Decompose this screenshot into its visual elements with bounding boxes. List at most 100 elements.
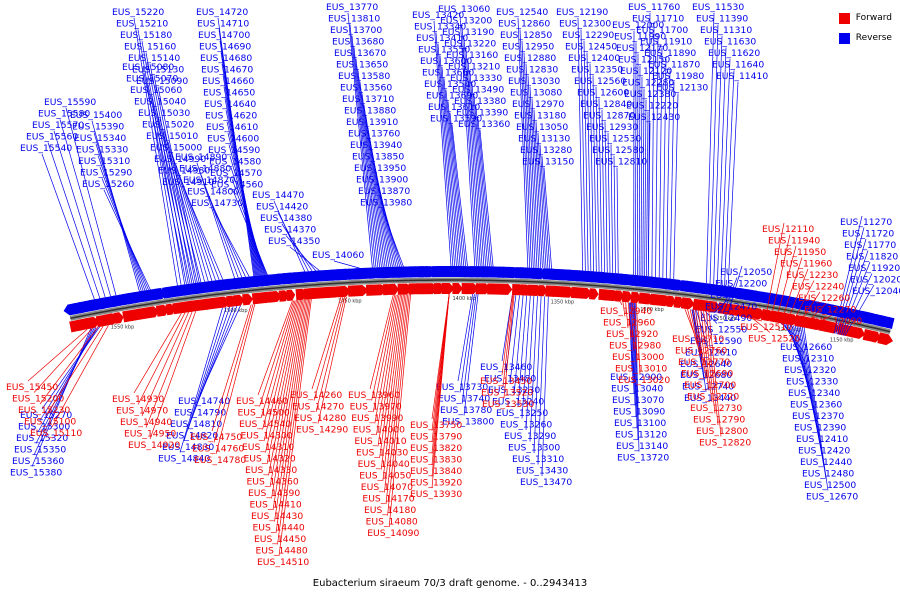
- scale-tick-label: 1200 kbp: [778, 327, 802, 333]
- gene-label: EUS_13090: [613, 407, 665, 418]
- gene-leader-line: [183, 187, 224, 280]
- gene-label: EUS_13930: [410, 489, 462, 500]
- gene-leader-line: [263, 300, 299, 442]
- forward-gene-arrow: [242, 293, 253, 306]
- gene-label: EUS_12410: [796, 434, 848, 445]
- gene-leader-line: [187, 306, 231, 430]
- gene-label: EUS_12540: [496, 7, 548, 18]
- scale-tick-label: 1400 kbp: [452, 296, 476, 302]
- gene-label: EUS_11890: [644, 48, 696, 59]
- gene-leader-line: [833, 215, 863, 334]
- gene-leader-line: [700, 310, 713, 336]
- gene-label: EUS_14990: [154, 154, 206, 165]
- gene-label: EUS_14720: [196, 7, 248, 18]
- gene-leader-line: [313, 296, 344, 401]
- gene-leader-line: [461, 294, 477, 405]
- forward-gene-arrow: [680, 297, 695, 310]
- gene-label: EUS_13440: [684, 393, 736, 404]
- gene-leader-line: [33, 328, 93, 456]
- forward-gene-arrow: [335, 285, 352, 298]
- gene-leader-line: [457, 294, 473, 382]
- gene-label: EUS_12670: [806, 492, 858, 503]
- gene-label: EUS_13900: [356, 175, 408, 186]
- gene-label: EUS_12420: [798, 446, 850, 457]
- gene-leader-line: [708, 311, 722, 437]
- gene-label: EUS_13970: [350, 402, 402, 413]
- gene-leader-line: [159, 118, 202, 283]
- reverse-gene-arrow: [421, 266, 432, 278]
- gene-leader-line: [467, 60, 483, 267]
- gene-label: EUS_13830: [410, 455, 462, 466]
- gene-leader-line: [311, 297, 342, 390]
- gene-label: EUS_15110: [30, 428, 82, 439]
- gene-labels: EUS_15590EUS_15580EUS_15570EUS_15560EUS_…: [6, 2, 900, 568]
- gene-leader-line: [259, 300, 295, 407]
- gene-label: EUS_12770: [678, 357, 730, 368]
- gene-label: EUS_14460: [236, 396, 288, 407]
- gene-leader-line: [502, 295, 514, 387]
- gene-label: EUS_14380: [260, 213, 312, 224]
- gene-label: EUS_13660: [422, 68, 474, 79]
- gene-leader-line: [791, 280, 815, 326]
- gene-leader-line: [577, 17, 583, 271]
- gene-label: EUS_12490: [700, 313, 752, 324]
- gene-leader-line: [377, 294, 401, 447]
- scale-tick-label: 1450 kbp: [338, 299, 362, 305]
- gene-label: EUS_11410: [716, 71, 768, 82]
- gene-leader-line: [463, 37, 479, 267]
- gene-leader-line: [232, 190, 268, 275]
- gene-leader-line: [695, 309, 707, 380]
- gene-leader-line: [625, 302, 629, 329]
- gene-leader-line: [268, 299, 303, 476]
- gene-label: EUS_12210: [710, 290, 762, 301]
- gene-leader-line: [141, 40, 186, 285]
- gene-label: EUS_13850: [352, 152, 404, 163]
- gene-leader-line: [155, 107, 198, 283]
- gene-label: EUS_14290: [296, 425, 348, 436]
- gene-label: EUS_13040: [611, 384, 663, 395]
- gene-leader-line: [204, 185, 243, 278]
- gene-label: EUS_13760: [348, 129, 400, 140]
- gene-leader-line: [371, 294, 396, 401]
- gene-leader-line: [646, 111, 649, 277]
- gene-label: EUS_15570: [32, 120, 84, 131]
- gene-leader-line: [463, 294, 479, 416]
- gene-label: EUS_13080: [510, 88, 562, 99]
- gene-label: EUS_14660: [202, 76, 254, 87]
- reverse-gene-arrow: [504, 266, 515, 279]
- gene-label: EUS_14500: [238, 408, 290, 419]
- reverse-gene-arrow: [200, 280, 214, 293]
- gene-leader-line: [355, 58, 380, 268]
- gene-leader-line: [770, 234, 791, 322]
- forward-gene-arrow: [465, 283, 479, 295]
- gene-label: EUS_15210: [116, 19, 168, 30]
- gene-label: EUS_12740: [682, 382, 734, 393]
- gene-label: EUS_13840: [410, 466, 462, 477]
- gene-leader-line: [167, 141, 209, 282]
- gene-label: EUS_13130: [518, 134, 570, 145]
- gene-label: EUS_11950: [774, 247, 826, 258]
- gene-leader-line: [351, 35, 377, 268]
- gene-label: EUS_14830: [162, 442, 214, 453]
- gene-label: EUS_11640: [712, 60, 764, 71]
- gene-label: EUS_12840: [580, 99, 632, 110]
- gene-label: EUS_13610: [428, 102, 480, 113]
- gene-leader-line: [610, 144, 614, 273]
- gene-leader-line: [369, 294, 394, 390]
- gene-leader-line: [45, 325, 104, 416]
- gene-label: EUS_15580: [38, 109, 90, 120]
- gene-label: EUS_13680: [332, 37, 384, 48]
- gene-label: EUS_15070: [126, 74, 178, 85]
- gene-leader-line: [228, 144, 265, 276]
- gene-label: EUS_13340: [414, 22, 466, 33]
- gene-label: EUS_12580: [592, 145, 644, 156]
- forward-gene-arrow: [614, 290, 624, 302]
- gene-leader-line: [714, 300, 728, 313]
- gene-label: EUS_12920: [606, 329, 658, 340]
- gene-leader-line: [439, 55, 457, 267]
- gene-arrows: [63, 266, 895, 346]
- gene-label: EUS_12190: [556, 7, 608, 18]
- gene-label: EUS_12950: [502, 42, 554, 53]
- gene-leader-line: [145, 311, 193, 428]
